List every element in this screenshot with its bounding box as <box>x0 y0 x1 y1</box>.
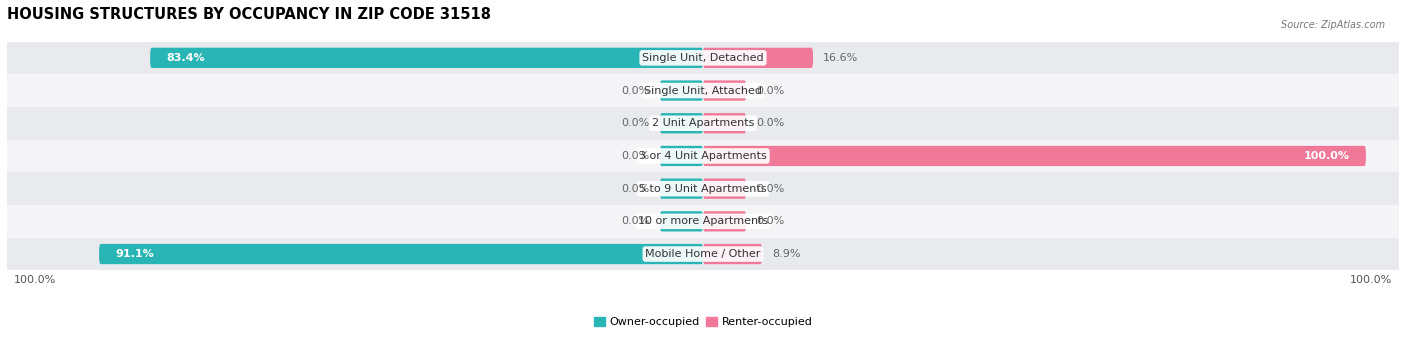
Text: 2 Unit Apartments: 2 Unit Apartments <box>652 118 754 128</box>
Text: Single Unit, Attached: Single Unit, Attached <box>644 86 762 95</box>
Legend: Owner-occupied, Renter-occupied: Owner-occupied, Renter-occupied <box>589 312 817 332</box>
Text: 100.0%: 100.0% <box>1350 275 1392 284</box>
FancyBboxPatch shape <box>659 113 703 133</box>
Text: 91.1%: 91.1% <box>115 249 155 259</box>
Text: Mobile Home / Other: Mobile Home / Other <box>645 249 761 259</box>
FancyBboxPatch shape <box>703 211 747 232</box>
Text: 3 or 4 Unit Apartments: 3 or 4 Unit Apartments <box>640 151 766 161</box>
Bar <box>7 238 1399 270</box>
FancyBboxPatch shape <box>659 211 703 232</box>
Text: 0.0%: 0.0% <box>621 118 650 128</box>
Text: 0.0%: 0.0% <box>756 86 785 95</box>
Bar <box>7 107 1399 139</box>
Text: Source: ZipAtlas.com: Source: ZipAtlas.com <box>1281 20 1385 30</box>
Bar <box>7 205 1399 238</box>
Text: Single Unit, Detached: Single Unit, Detached <box>643 53 763 63</box>
Text: 0.0%: 0.0% <box>756 216 785 226</box>
FancyBboxPatch shape <box>659 179 703 199</box>
FancyBboxPatch shape <box>703 244 762 264</box>
Bar <box>7 74 1399 107</box>
Text: 0.0%: 0.0% <box>621 216 650 226</box>
Text: 0.0%: 0.0% <box>756 184 785 194</box>
FancyBboxPatch shape <box>659 146 703 166</box>
Text: 100.0%: 100.0% <box>1303 151 1350 161</box>
FancyBboxPatch shape <box>703 48 813 68</box>
Bar <box>7 172 1399 205</box>
Bar <box>7 42 1399 74</box>
Text: HOUSING STRUCTURES BY OCCUPANCY IN ZIP CODE 31518: HOUSING STRUCTURES BY OCCUPANCY IN ZIP C… <box>7 7 491 22</box>
FancyBboxPatch shape <box>703 146 1365 166</box>
Text: 0.0%: 0.0% <box>621 151 650 161</box>
Text: 83.4%: 83.4% <box>167 53 205 63</box>
FancyBboxPatch shape <box>98 244 703 264</box>
FancyBboxPatch shape <box>703 113 747 133</box>
Text: 5 to 9 Unit Apartments: 5 to 9 Unit Apartments <box>640 184 766 194</box>
Text: 0.0%: 0.0% <box>621 184 650 194</box>
FancyBboxPatch shape <box>703 80 747 101</box>
FancyBboxPatch shape <box>659 80 703 101</box>
FancyBboxPatch shape <box>150 48 703 68</box>
FancyBboxPatch shape <box>703 179 747 199</box>
Text: 0.0%: 0.0% <box>756 118 785 128</box>
Text: 100.0%: 100.0% <box>14 275 56 284</box>
Text: 0.0%: 0.0% <box>621 86 650 95</box>
Bar <box>7 139 1399 172</box>
Text: 10 or more Apartments: 10 or more Apartments <box>638 216 768 226</box>
Text: 8.9%: 8.9% <box>772 249 800 259</box>
Text: 16.6%: 16.6% <box>823 53 858 63</box>
